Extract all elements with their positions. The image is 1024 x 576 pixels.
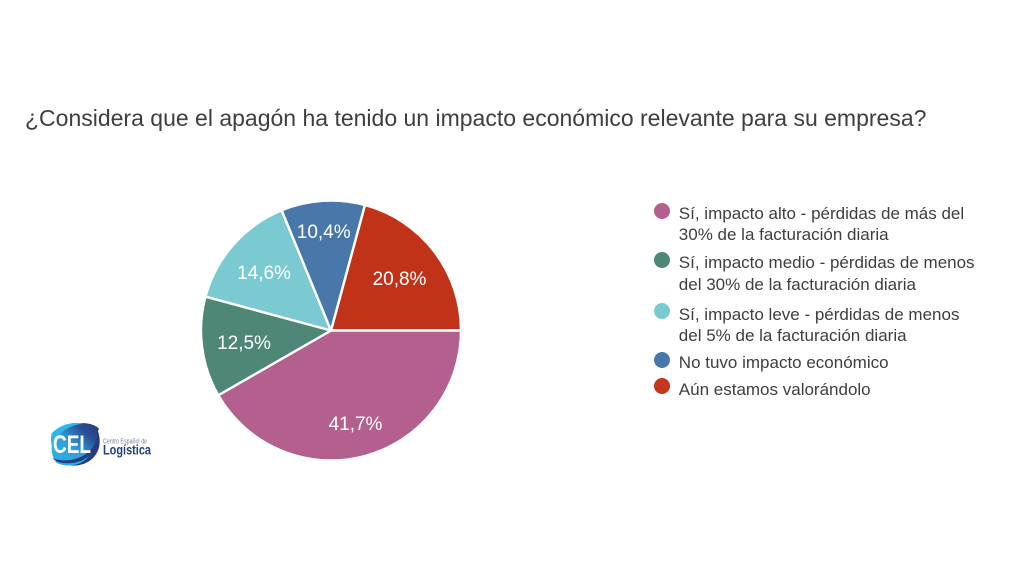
- svg-text:Logística: Logística: [103, 443, 151, 458]
- svg-text:CEL: CEL: [53, 431, 91, 459]
- svg-text:Centro Español de: Centro Español de: [103, 439, 147, 446]
